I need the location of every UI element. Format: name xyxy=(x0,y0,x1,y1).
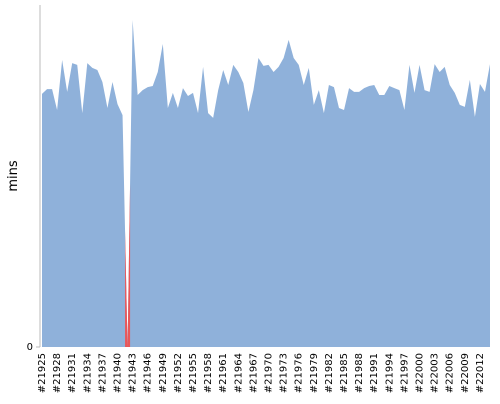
x-tick-label: #22006 xyxy=(445,353,456,393)
x-tick-label: #22003 xyxy=(430,353,441,393)
x-tick-label: #21979 xyxy=(309,353,320,393)
x-tick-label: #21934 xyxy=(82,353,93,393)
x-tick-label: #21997 xyxy=(399,353,410,393)
x-tick-label: #21955 xyxy=(188,353,199,393)
x-tick-label: #21931 xyxy=(67,353,78,393)
x-tick-label: #22000 xyxy=(415,353,426,393)
x-tick-label: #21967 xyxy=(248,353,259,393)
x-tick-label: #21988 xyxy=(354,353,365,393)
x-tick-label: #22012 xyxy=(475,353,486,393)
x-tick-label: #21961 xyxy=(218,353,229,393)
area xyxy=(42,20,490,347)
x-tick-label: #21952 xyxy=(173,353,184,393)
x-tick-label: #21946 xyxy=(143,353,154,393)
x-tick-label: #21949 xyxy=(158,353,169,393)
x-tick-label: #21937 xyxy=(97,353,108,393)
x-tick-label: #21940 xyxy=(113,353,124,393)
x-tick-label: #21976 xyxy=(294,353,305,393)
x-tick-label: #21958 xyxy=(203,353,214,393)
x-tick-label: #21970 xyxy=(264,353,275,393)
y-axis-label: mins xyxy=(6,160,21,192)
highlight-area xyxy=(125,183,131,347)
x-tick-label: #21964 xyxy=(233,353,244,393)
x-tick-label: #22009 xyxy=(460,353,471,393)
x-tick-label: #21982 xyxy=(324,353,335,393)
x-tick-label: #21994 xyxy=(384,353,395,393)
x-tick-label: #21973 xyxy=(279,353,290,393)
y-tick-label: 0 xyxy=(27,342,33,353)
x-tick-label: #21991 xyxy=(369,353,380,393)
x-tick-label: #21928 xyxy=(52,353,63,393)
x-tick-label: #21925 xyxy=(37,353,48,393)
x-tick-label: #21985 xyxy=(339,353,350,393)
x-tick-label: #21943 xyxy=(128,353,139,393)
